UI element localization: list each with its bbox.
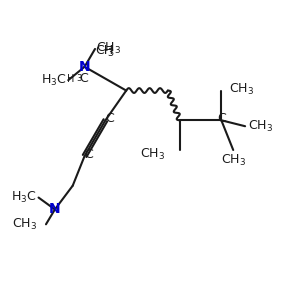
Text: C: C	[106, 112, 114, 125]
Text: CH$_3$: CH$_3$	[12, 217, 37, 232]
Text: CH$_3$: CH$_3$	[97, 41, 122, 56]
Text: CH$_3$: CH$_3$	[221, 153, 246, 168]
Text: CH$_3$: CH$_3$	[229, 82, 254, 97]
Text: C: C	[80, 72, 88, 85]
Text: CH$_3$: CH$_3$	[140, 147, 165, 162]
Text: CH$_3$: CH$_3$	[248, 119, 273, 134]
Text: C: C	[85, 148, 93, 161]
Text: H$_3$C: H$_3$C	[11, 190, 37, 205]
Text: N: N	[49, 202, 61, 216]
Text: H$_3$C: H$_3$C	[41, 73, 67, 88]
Text: N: N	[79, 60, 90, 74]
Text: 3: 3	[107, 48, 114, 59]
Text: H: H	[67, 74, 74, 84]
Text: C: C	[217, 112, 226, 125]
Text: 3: 3	[76, 74, 82, 83]
Text: CH: CH	[95, 44, 113, 57]
